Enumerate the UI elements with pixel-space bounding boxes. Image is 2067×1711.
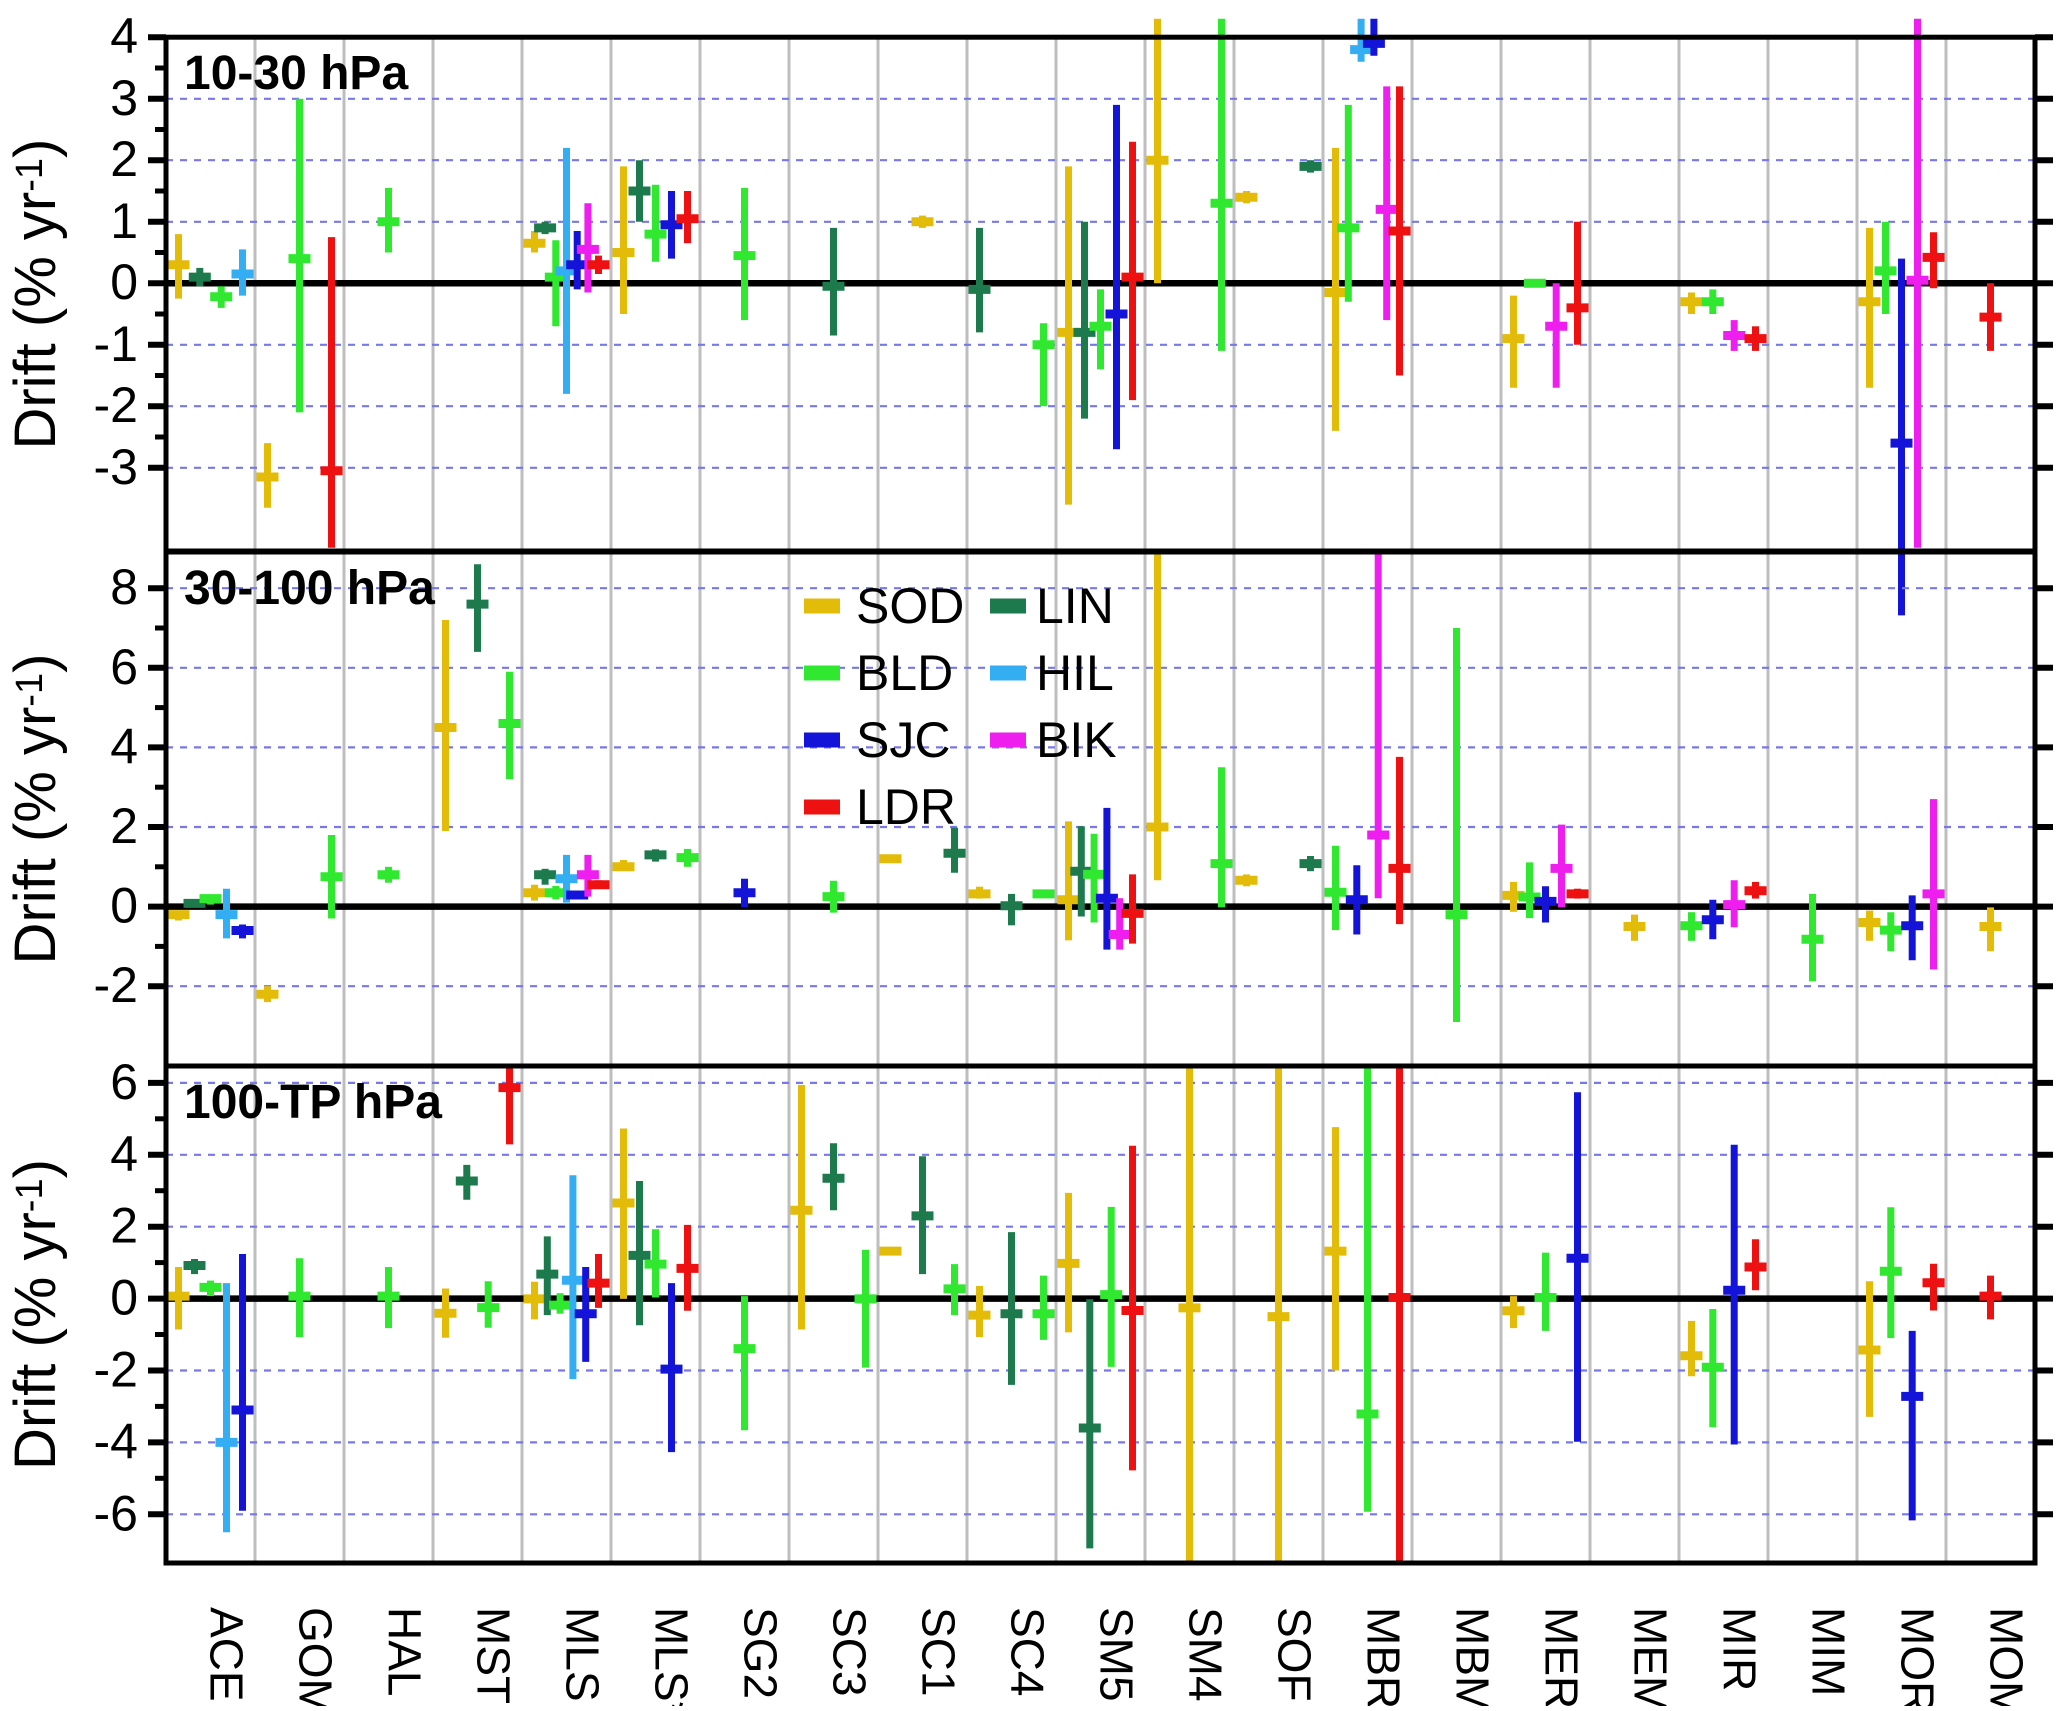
svg-text:LDR: LDR bbox=[856, 779, 956, 835]
svg-text:MST: MST bbox=[468, 1607, 520, 1704]
svg-text:0: 0 bbox=[110, 878, 138, 934]
svg-text:-2: -2 bbox=[94, 957, 138, 1013]
svg-text:HAL: HAL bbox=[379, 1607, 431, 1696]
svg-text:SOD: SOD bbox=[856, 578, 964, 634]
svg-text:4: 4 bbox=[110, 8, 138, 64]
svg-text:6: 6 bbox=[110, 639, 138, 695]
svg-text:MOR: MOR bbox=[1892, 1607, 1944, 1706]
svg-text:-1: -1 bbox=[94, 316, 138, 372]
svg-text:100-TP hPa: 100-TP hPa bbox=[184, 1076, 442, 1129]
svg-text:BLD: BLD bbox=[856, 645, 953, 701]
svg-text:LIN: LIN bbox=[1036, 578, 1114, 634]
svg-text:SM4: SM4 bbox=[1180, 1607, 1232, 1702]
svg-text:MBM: MBM bbox=[1447, 1607, 1499, 1706]
svg-text:-2: -2 bbox=[94, 377, 138, 433]
svg-text:10-30 hPa: 10-30 hPa bbox=[184, 47, 408, 100]
svg-text:SC4: SC4 bbox=[1002, 1607, 1054, 1696]
svg-text:MIR: MIR bbox=[1714, 1607, 1766, 1691]
svg-text:-3: -3 bbox=[94, 439, 138, 495]
svg-text:4: 4 bbox=[110, 1126, 138, 1182]
svg-text:2: 2 bbox=[110, 1198, 138, 1254]
svg-text:3: 3 bbox=[110, 70, 138, 126]
svg-text:MLS*: MLS* bbox=[646, 1607, 698, 1706]
svg-text:1: 1 bbox=[110, 193, 138, 249]
svg-text:6: 6 bbox=[110, 1054, 138, 1110]
svg-text:30-100 hPa: 30-100 hPa bbox=[184, 562, 435, 615]
svg-text:0: 0 bbox=[110, 1270, 138, 1326]
svg-text:SC1: SC1 bbox=[913, 1607, 965, 1696]
svg-text:SC3: SC3 bbox=[824, 1607, 876, 1696]
svg-text:-4: -4 bbox=[94, 1413, 138, 1469]
svg-text:0: 0 bbox=[110, 254, 138, 310]
svg-text:-6: -6 bbox=[94, 1485, 138, 1541]
svg-text:MOM: MOM bbox=[1981, 1607, 2033, 1706]
svg-text:SOF: SOF bbox=[1269, 1607, 1321, 1702]
svg-text:8: 8 bbox=[110, 559, 138, 615]
svg-text:MBR: MBR bbox=[1358, 1607, 1410, 1706]
svg-text:MIM: MIM bbox=[1803, 1607, 1855, 1696]
svg-text:2: 2 bbox=[110, 131, 138, 187]
svg-text:SM5: SM5 bbox=[1091, 1607, 1143, 1702]
svg-text:SJC: SJC bbox=[856, 712, 950, 768]
svg-text:MLS: MLS bbox=[557, 1607, 609, 1702]
svg-text:4: 4 bbox=[110, 718, 138, 774]
svg-text:BIK: BIK bbox=[1036, 712, 1117, 768]
svg-text:ACE: ACE bbox=[201, 1607, 253, 1702]
svg-text:MER: MER bbox=[1536, 1607, 1588, 1706]
svg-text:-2: -2 bbox=[94, 1342, 138, 1398]
svg-text:HIL: HIL bbox=[1036, 645, 1114, 701]
svg-text:2: 2 bbox=[110, 798, 138, 854]
svg-text:GOM: GOM bbox=[290, 1607, 342, 1706]
svg-text:SG2: SG2 bbox=[735, 1607, 787, 1699]
svg-text:MEM: MEM bbox=[1625, 1607, 1677, 1706]
